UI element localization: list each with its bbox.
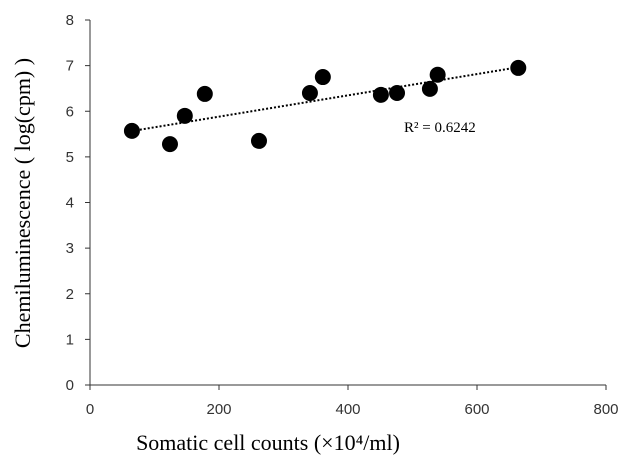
trendline — [131, 66, 519, 133]
x-axis-label: Somatic cell counts (×10⁴/ml) — [136, 430, 400, 455]
point — [421, 80, 438, 97]
x-tick-label: 800 — [593, 401, 618, 418]
point — [314, 69, 331, 86]
y-tick-label: 4 — [66, 195, 74, 212]
point — [196, 85, 213, 102]
x-tick-label: 0 — [86, 401, 94, 418]
y-tick-label: 5 — [66, 149, 74, 166]
y-tick-label: 0 — [66, 377, 74, 394]
point — [372, 86, 389, 103]
point — [161, 136, 178, 153]
x-tick-label: 600 — [464, 401, 489, 418]
y-tick-label: 7 — [66, 58, 74, 75]
y-tick-label: 6 — [66, 103, 74, 120]
y-axis-label: Chemiluminescence ( log(cpm) ) — [10, 58, 35, 348]
y-tick-label: 2 — [66, 286, 74, 303]
point — [176, 107, 193, 124]
point — [250, 132, 267, 149]
point — [301, 85, 318, 101]
point — [510, 59, 527, 76]
x-tick-label: 200 — [206, 401, 231, 418]
y-tick-label: 3 — [66, 240, 74, 257]
point — [429, 66, 446, 83]
x-tick-label: 400 — [335, 401, 360, 418]
point — [123, 122, 140, 139]
point — [389, 85, 406, 101]
y-tick-label: 1 — [66, 331, 74, 348]
y-tick-label: 8 — [66, 12, 74, 29]
r-squared: R² = 0.6242 — [404, 120, 476, 136]
